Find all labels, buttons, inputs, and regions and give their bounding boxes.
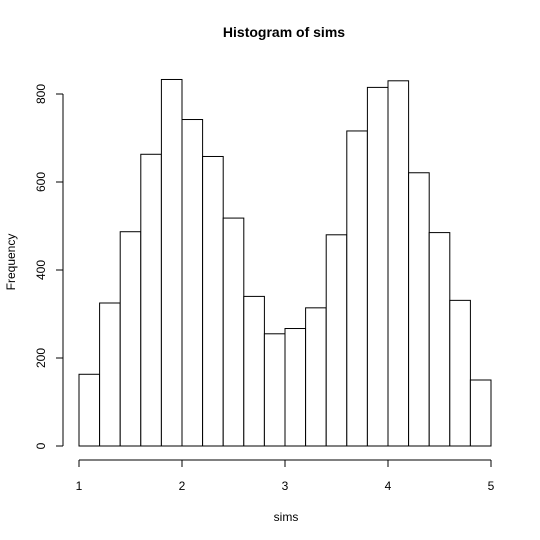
histogram-bar-1	[78, 373, 101, 447]
histogram-bar-10	[263, 333, 286, 447]
y-tick-label-400: 400	[34, 260, 48, 280]
histogram-bar-6	[181, 119, 204, 447]
histogram-bar-5	[160, 78, 183, 447]
histogram-bar-18	[428, 232, 451, 447]
chart-title: Histogram of sims	[223, 24, 345, 40]
histogram-bar-9	[243, 295, 265, 447]
bars-group	[78, 78, 492, 447]
y-tick-label-600: 600	[34, 172, 48, 192]
y-tick-label-800: 800	[34, 84, 48, 104]
histogram-bar-16	[387, 80, 410, 447]
histogram-bar-13	[325, 234, 348, 447]
histogram-bar-8	[222, 217, 245, 447]
x-axis-label: sims	[274, 510, 299, 524]
x-tick-label-5: 5	[488, 479, 495, 493]
x-tick-label-1: 1	[76, 479, 83, 493]
histogram-bar-14	[346, 130, 368, 447]
x-tick-label-4: 4	[385, 479, 392, 493]
histogram-bar-12	[305, 307, 327, 447]
y-tick-label-0: 0	[34, 442, 48, 449]
x-axis: 1 2 3 4 5	[76, 459, 495, 493]
histogram-bar-2	[99, 302, 121, 447]
histogram-bar-20	[469, 379, 492, 447]
histogram-bar-4	[140, 153, 162, 447]
x-tick-label-3: 3	[282, 479, 289, 493]
histogram-bar-11	[284, 328, 307, 447]
x-tick-label-2: 2	[179, 479, 186, 493]
histogram-bar-17	[408, 172, 430, 447]
histogram-bar-7	[202, 155, 224, 447]
histogram-bar-19	[449, 299, 471, 447]
y-tick-label-200: 200	[34, 348, 48, 368]
histogram-bar-3	[119, 231, 142, 447]
histogram-bar-15	[366, 86, 389, 447]
y-axis-label: Frequency	[4, 234, 18, 291]
y-axis: 0 200 400 600 800	[34, 84, 64, 449]
